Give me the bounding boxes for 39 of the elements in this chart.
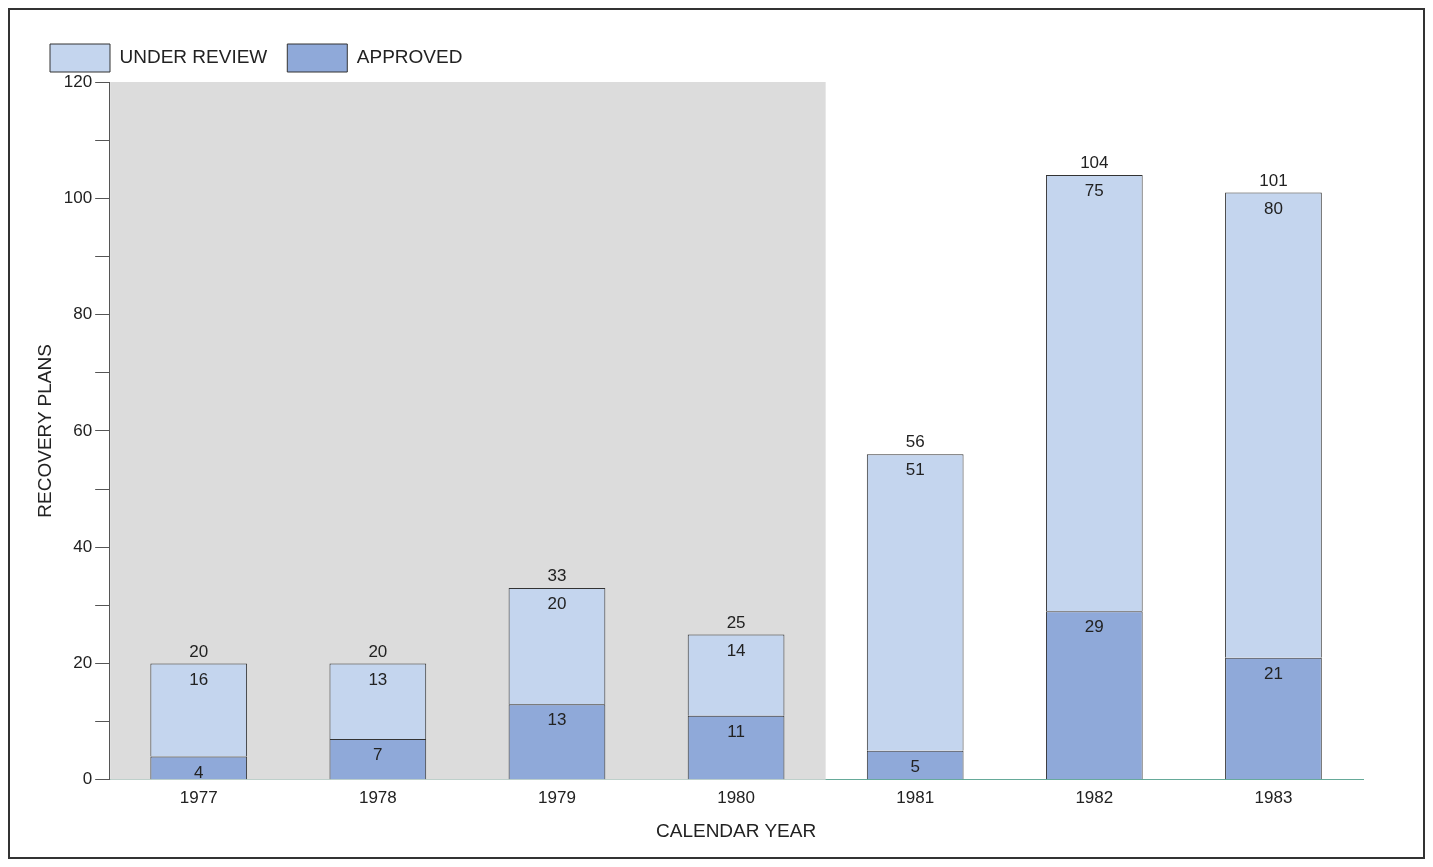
data-label: 5 bbox=[910, 756, 920, 776]
x-tick-label: 1983 bbox=[1254, 787, 1293, 807]
data-label: 4 bbox=[193, 762, 204, 782]
total-label: 33 bbox=[547, 566, 567, 586]
legend-label: UNDER REVIEW bbox=[119, 46, 268, 68]
x-tick-label: 1980 bbox=[717, 787, 755, 807]
y-tick-label: 120 bbox=[63, 71, 93, 91]
y-tick-label: 40 bbox=[73, 536, 93, 556]
total-label: 101 bbox=[1259, 170, 1288, 190]
data-label: 80 bbox=[1263, 198, 1283, 218]
data-label: 21 bbox=[1263, 663, 1283, 683]
x-tick-label: 1979 bbox=[538, 787, 576, 807]
x-tick-label: 1977 bbox=[179, 787, 218, 807]
data-label: 29 bbox=[1084, 617, 1104, 637]
y-tick-label: 60 bbox=[73, 420, 93, 440]
x-tick-label: 1982 bbox=[1075, 787, 1114, 807]
data-label: 14 bbox=[726, 640, 746, 660]
data-label: 20 bbox=[547, 594, 567, 614]
legend-label: APPROVED bbox=[356, 46, 463, 68]
y-tick-label: 0 bbox=[82, 769, 93, 789]
y-tick-label: 20 bbox=[73, 653, 93, 673]
x-tick-label: 1981 bbox=[896, 787, 935, 807]
data-label: 7 bbox=[373, 745, 383, 765]
total-label: 56 bbox=[905, 432, 925, 452]
total-label: 20 bbox=[368, 641, 388, 661]
data-label: 16 bbox=[189, 669, 209, 689]
data-label: 11 bbox=[727, 722, 745, 742]
data-label: 13 bbox=[547, 710, 567, 730]
y-tick-label: 100 bbox=[63, 187, 93, 207]
x-axis-title: CALENDAR YEAR bbox=[656, 819, 817, 841]
y-tick-label: 80 bbox=[73, 304, 93, 324]
total-label: 20 bbox=[189, 641, 209, 661]
total-label: 25 bbox=[726, 612, 746, 632]
y-axis-title: RECOVERY PLANS bbox=[33, 344, 55, 518]
x-tick-label: 1978 bbox=[358, 787, 397, 807]
total-label: 104 bbox=[1080, 153, 1109, 173]
data-label: 13 bbox=[368, 669, 388, 689]
data-label: 75 bbox=[1084, 181, 1104, 201]
data-label: 51 bbox=[905, 460, 925, 480]
